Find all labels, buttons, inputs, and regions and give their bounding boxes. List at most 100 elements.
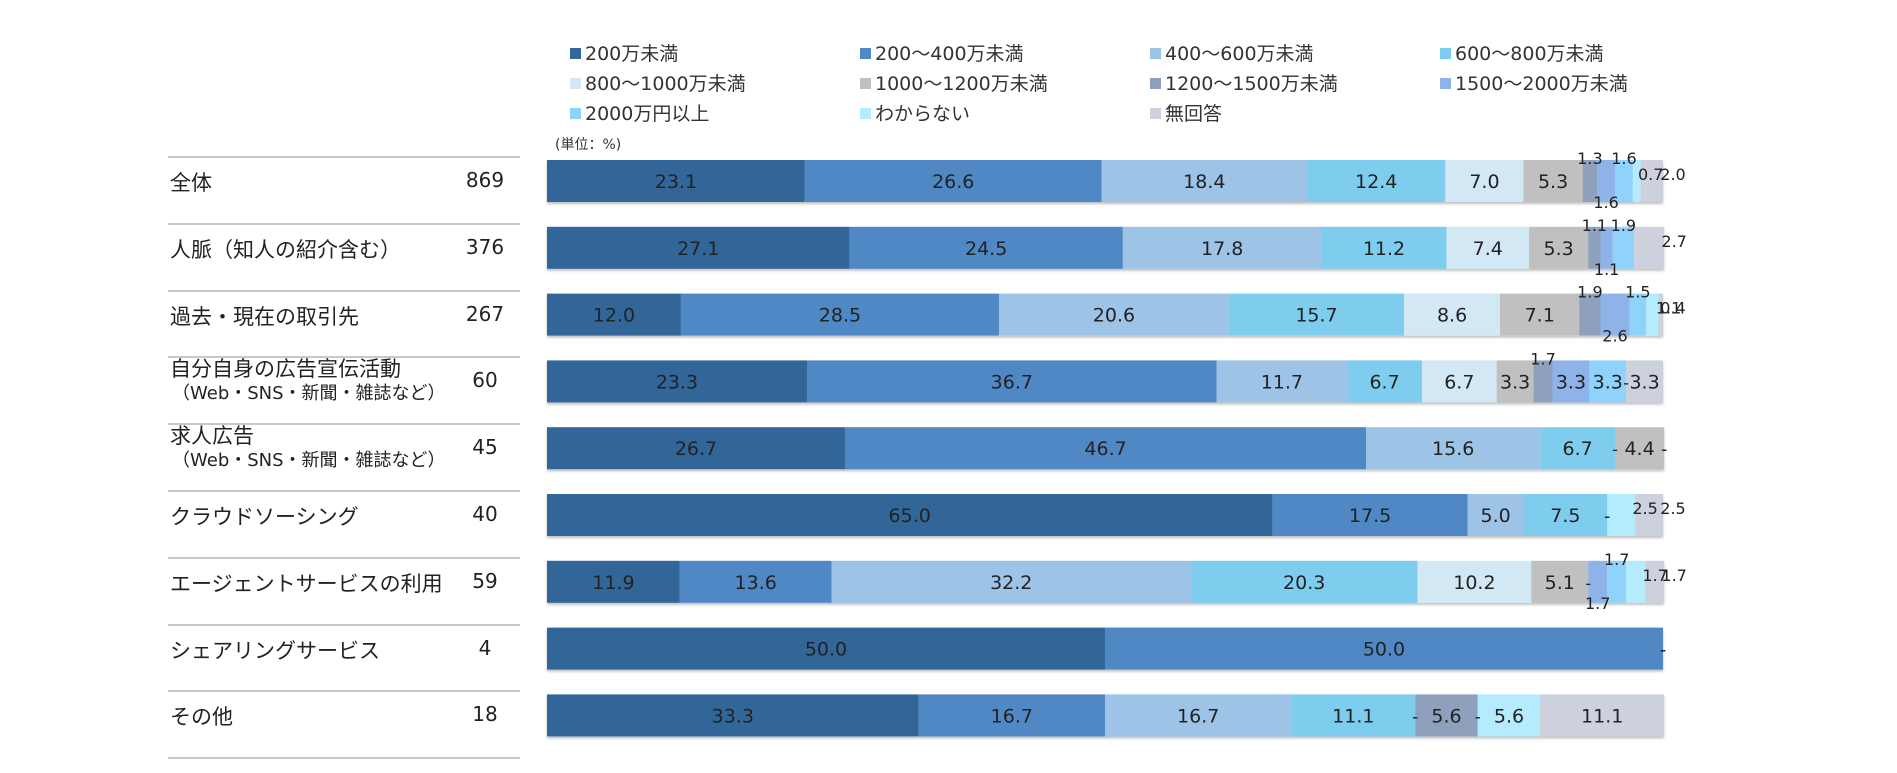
data-label: 32.2 (990, 572, 1032, 594)
bar-segment (1404, 293, 1501, 336)
bar-segment (1321, 226, 1447, 269)
legend-swatch (1440, 48, 1451, 59)
data-label: 17.8 (1201, 238, 1243, 260)
bar-segment (1588, 226, 1601, 269)
data-label: 6.7 (1444, 371, 1474, 393)
data-label: - (1612, 440, 1618, 459)
row-divider (168, 757, 520, 760)
bar-row (547, 360, 1663, 403)
bar-segment (1417, 560, 1532, 603)
bar-segment (1633, 226, 1665, 269)
data-label: - (1412, 707, 1418, 726)
bar-row (547, 427, 1665, 470)
row-label: 求人広告 (170, 424, 254, 449)
data-label: 2.7 (1661, 232, 1686, 251)
bar-segment (1588, 560, 1608, 603)
legend-label: わからない (875, 103, 971, 125)
bar-segment (1629, 293, 1647, 336)
bar-row (547, 293, 1663, 336)
legend-label: 1200～1500万未満 (1165, 73, 1338, 95)
data-label: 8.6 (1437, 305, 1467, 327)
bar-row (547, 560, 1665, 603)
bar-segment (918, 694, 1105, 737)
legend-item: 2000万円以上 (570, 102, 709, 126)
data-label: 46.7 (1084, 438, 1126, 460)
legend-swatch (1150, 108, 1161, 119)
data-label: 1.6 (1593, 193, 1618, 212)
data-label: - (1412, 707, 1418, 726)
bar-segment (1579, 293, 1601, 336)
data-label: 23.1 (655, 171, 697, 193)
bar-row (547, 694, 1665, 737)
row-divider (168, 222, 520, 225)
data-label: 36.7 (991, 371, 1033, 393)
legend-item: わからない (860, 102, 970, 126)
row-sample-size: 60 (472, 368, 498, 393)
bar-segment (1347, 360, 1422, 403)
data-label: - (1660, 641, 1666, 660)
bar-row (547, 160, 1663, 202)
legend-item: 1000～1200万未満 (860, 72, 1048, 96)
row-label: 自分自身の広告宣伝活動 (170, 357, 401, 382)
row-sample-size: 869 (465, 168, 505, 192)
row-divider (168, 623, 520, 626)
legend-label: 600～800万未満 (1455, 43, 1604, 65)
legend-swatch (860, 48, 871, 59)
data-label: 15.7 (1295, 305, 1337, 327)
bar-segment (1552, 360, 1590, 403)
data-label: 2.6 (1602, 327, 1627, 346)
row-sample-size: 45 (472, 435, 498, 460)
data-label: 5.6 (1431, 705, 1461, 727)
data-label: - (1585, 574, 1591, 593)
bar-segment (1607, 560, 1627, 603)
bar-segment (547, 293, 681, 336)
bar-segment (1291, 694, 1416, 737)
data-label: 11.1 (1581, 705, 1623, 727)
bar-segment (547, 560, 680, 603)
legend-label: 400～600万未満 (1165, 43, 1314, 65)
data-label: 1.7 (1661, 566, 1686, 585)
bar-segment (1105, 627, 1663, 670)
bar-segment (998, 293, 1229, 336)
row-divider (168, 289, 520, 292)
data-label: - (1660, 641, 1666, 660)
row-divider (168, 356, 520, 359)
bar-segment (1496, 360, 1534, 403)
data-label: - (1475, 707, 1481, 726)
legend-item: 1200～1500万未満 (1150, 72, 1338, 96)
row-divider (168, 156, 520, 158)
data-label: 3.3 (1593, 371, 1623, 393)
bar-segment (1640, 160, 1663, 202)
bar-segment (1500, 293, 1580, 336)
data-label: 16.7 (1177, 705, 1219, 727)
legend-label: 200万未満 (585, 43, 679, 65)
bar-segment (1523, 494, 1608, 536)
bar-segment (547, 694, 919, 737)
data-label: 1.7 (1604, 550, 1629, 569)
row-label: エージェントサービスの利用 (170, 571, 443, 596)
data-label: 3.3 (1500, 371, 1530, 393)
row-sample-size: 267 (465, 301, 505, 326)
data-label: 11.1 (1332, 705, 1374, 727)
data-label: 6.7 (1369, 371, 1399, 393)
data-label: 6.7 (1563, 438, 1593, 460)
data-label: - (1660, 641, 1666, 660)
data-label: - (1660, 641, 1666, 660)
bar-segment (1477, 694, 1541, 737)
data-label: 1.9 (1577, 283, 1602, 302)
data-label: 5.1 (1545, 572, 1575, 594)
data-label: - (1623, 373, 1629, 392)
legend-swatch (1440, 78, 1451, 89)
data-label: 3.3 (1629, 371, 1659, 393)
data-label: 1.9 (1611, 216, 1636, 235)
legend-label: 無回答 (1165, 103, 1223, 125)
bar-segment (1615, 160, 1633, 202)
data-label: 11.2 (1363, 238, 1405, 260)
data-label: 3.3 (1556, 371, 1586, 393)
legend-item: 400～600万未満 (1150, 42, 1314, 66)
bar-segment (1523, 160, 1583, 202)
bar-segment (1105, 694, 1292, 737)
bar-segment (1615, 427, 1665, 470)
row-sample-size: 4 (478, 635, 492, 660)
row-sample-size: 59 (472, 568, 498, 593)
